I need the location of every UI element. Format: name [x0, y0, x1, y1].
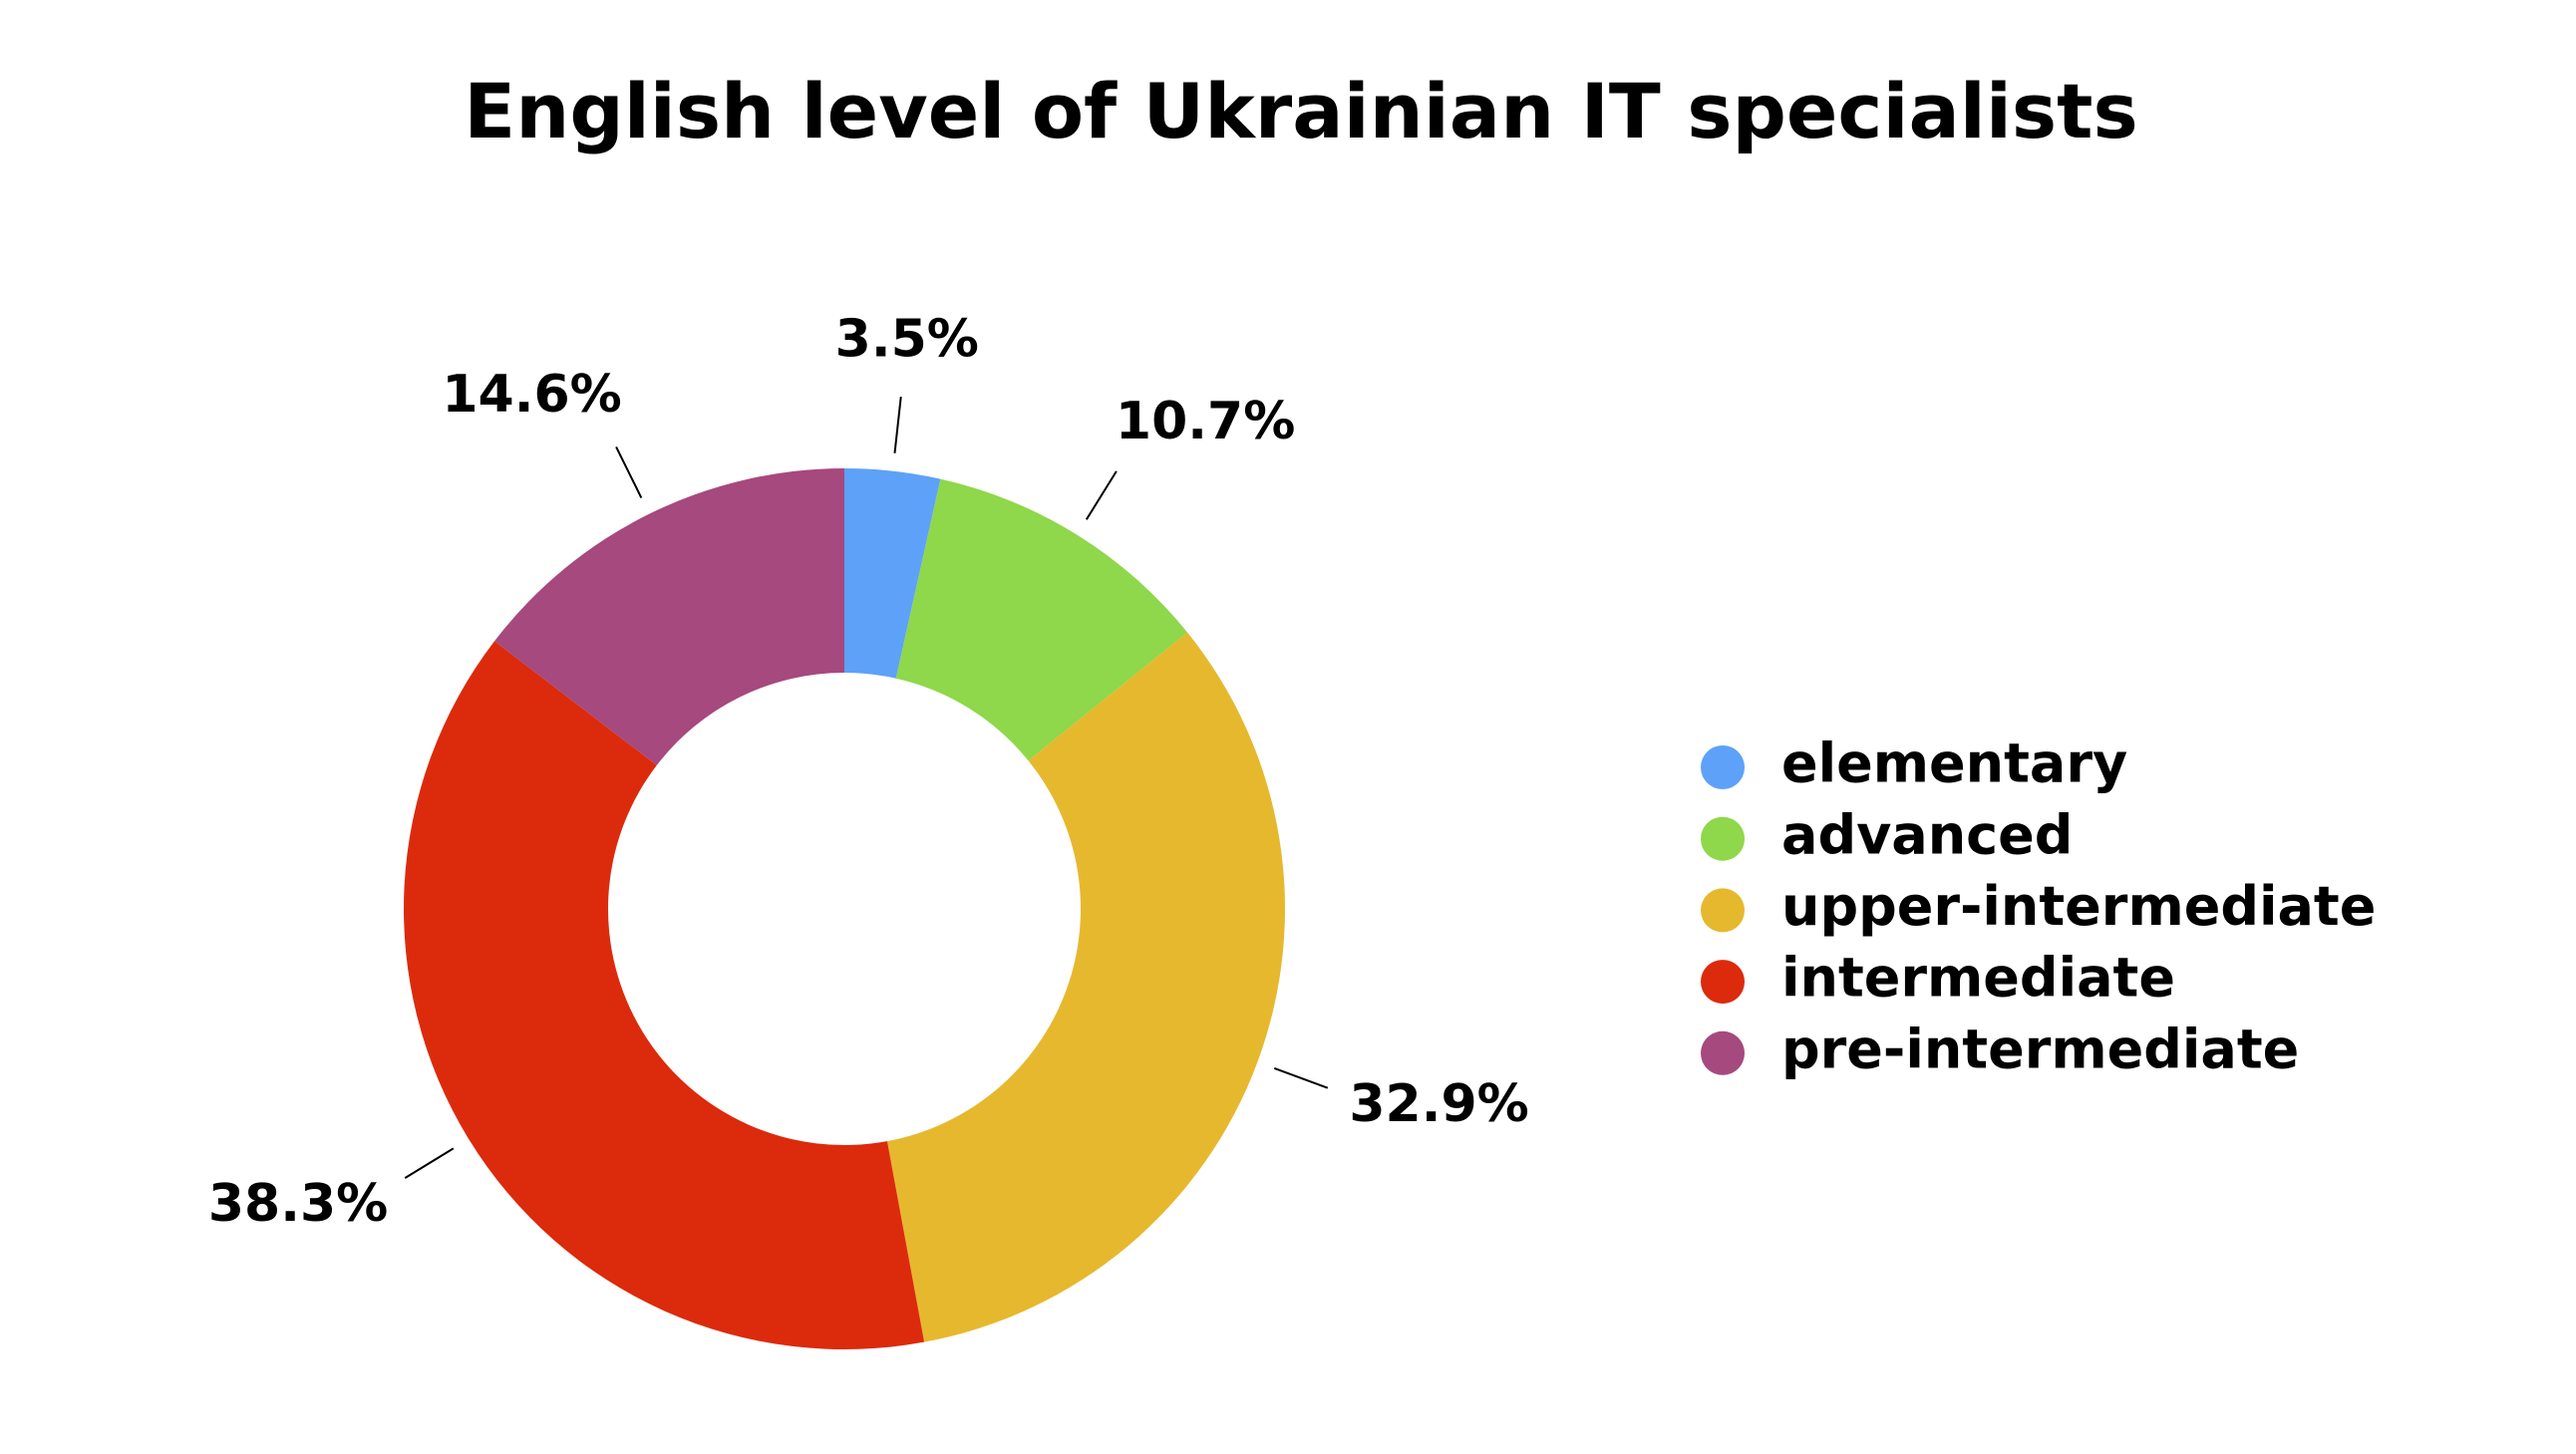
legend-swatch [1701, 745, 1745, 789]
legend-swatch [1701, 1030, 1745, 1075]
donut-slice [494, 467, 844, 765]
leader-line [615, 445, 643, 498]
legend-swatch [1701, 960, 1745, 1005]
data-label: 32.9% [1349, 1074, 1528, 1134]
legend-label: pre-intermediate [1781, 1018, 2299, 1080]
leader-line [1273, 1066, 1329, 1089]
legend-label: advanced [1781, 803, 2073, 866]
data-label: 3.5% [835, 309, 979, 369]
donut-slice [403, 641, 925, 1349]
legend-label: elementary [1781, 732, 2127, 795]
donut-slice [844, 468, 941, 679]
donut-slice [895, 478, 1188, 761]
chart-title: English level of Ukrainian IT specialist… [464, 67, 2137, 155]
legend-label: upper-intermediate [1781, 875, 2376, 938]
leader-line [404, 1147, 455, 1179]
data-label: 38.3% [208, 1174, 388, 1234]
leader-line [1085, 470, 1118, 520]
legend-swatch [1701, 888, 1745, 933]
data-label: 14.6% [442, 365, 621, 425]
legend-label: intermediate [1781, 947, 2175, 1010]
legend-swatch [1701, 816, 1745, 861]
data-label: 10.7% [1116, 392, 1295, 451]
donut-slice [886, 632, 1285, 1342]
leader-line [893, 397, 902, 453]
